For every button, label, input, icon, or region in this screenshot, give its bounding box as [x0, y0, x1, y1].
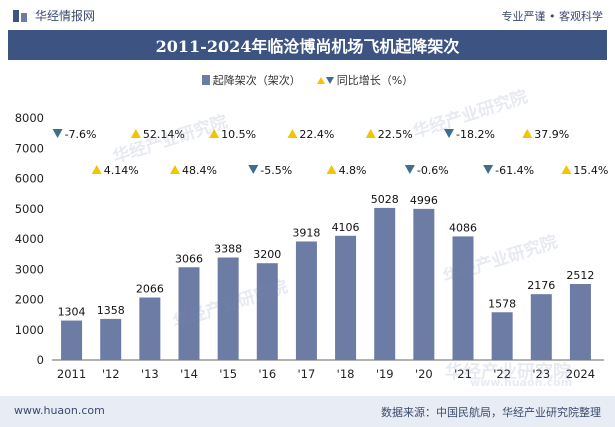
bar: [569, 284, 591, 360]
x-tick-label: '20: [415, 367, 433, 381]
legend-bar-swatch: [201, 75, 210, 85]
brand-name: 华经情报网: [35, 9, 96, 23]
bar-value-label: 2176: [527, 279, 555, 292]
bar-value-label: 3066: [175, 252, 203, 265]
footer-source: 数据来源：中国民航局，华经产业研究院整理: [381, 406, 601, 419]
y-tick-label: 3000: [15, 262, 44, 276]
chart-legend: 起降架次（架次） 同比增长（%）: [0, 72, 615, 88]
legend-growth-label: 同比增长（%）: [336, 74, 414, 87]
growth-label: -0.6%: [417, 164, 449, 177]
legend-bar-label: 起降架次（架次）: [212, 74, 301, 87]
bar-value-label: 4996: [410, 194, 438, 207]
growth-up-triangle-icon: [130, 129, 141, 138]
growth-label: 48.4%: [182, 164, 217, 177]
bar-value-label: 2066: [136, 283, 164, 296]
x-tick-label: '18: [337, 367, 355, 381]
growth-down-triangle-icon: [52, 129, 63, 138]
bar-value-label: 3388: [214, 243, 242, 256]
bar: [413, 208, 435, 360]
bar: [100, 318, 122, 360]
bar: [335, 235, 357, 360]
bar: [530, 294, 552, 360]
growth-label: -5.5%: [260, 164, 292, 177]
growth-label: -7.6%: [65, 128, 97, 141]
growth-down-triangle-icon: [404, 165, 415, 174]
growth-up-triangle-icon: [91, 165, 102, 174]
y-tick-label: 4000: [15, 232, 44, 246]
growth-label: 15.4%: [573, 164, 608, 177]
tagline: 专业严谨 • 客观科学: [501, 10, 603, 23]
growth-down-triangle-icon: [483, 165, 494, 174]
growth-label: 22.4%: [299, 128, 334, 141]
legend-down-triangle-icon: [325, 76, 334, 84]
bar-value-label: 4086: [449, 221, 477, 234]
footer-url[interactable]: www.huaon.com: [14, 404, 105, 417]
x-tick-label: '12: [102, 367, 120, 381]
bar: [491, 312, 513, 360]
bar-chart: 0 1000 2000 3000 4000 5000 6000 7000 8000 1304 201…: [15, 111, 609, 381]
growth-label: 10.5%: [221, 128, 256, 141]
top-bar: 华经情报网 专业严谨 • 客观科学: [0, 0, 615, 30]
growth-up-triangle-icon: [209, 129, 220, 138]
x-tick-label: '21: [454, 367, 472, 381]
chart-title: 2011-2024年临沧博尚机场飞机起降架次: [155, 37, 460, 56]
x-tick-label: 2011: [57, 367, 86, 381]
y-tick-label: 5000: [15, 202, 44, 216]
bar-value-label: 1358: [97, 304, 125, 317]
growth-up-triangle-icon: [522, 129, 533, 138]
bar: [374, 207, 396, 360]
growth-up-triangle-icon: [287, 129, 298, 138]
bar-value-label: 2512: [566, 269, 594, 282]
footer: www.huaon.com 数据来源：中国民航局，华经产业研究院整理: [0, 396, 615, 427]
bar: [295, 241, 317, 360]
x-tick-label: '19: [376, 367, 394, 381]
legend-item-bars: 起降架次（架次）: [201, 72, 301, 88]
legend-up-triangle-icon: [316, 76, 325, 84]
x-tick-label: '22: [493, 367, 511, 381]
bar: [452, 236, 474, 360]
growth-label: 4.8%: [339, 164, 367, 177]
growth-label: 52.14%: [143, 128, 185, 141]
growth-label: 37.9%: [534, 128, 569, 141]
x-tick-label: '15: [219, 367, 237, 381]
bar-value-label: 3918: [292, 226, 320, 239]
y-tick-label: 0: [37, 353, 44, 367]
y-tick-label: 2000: [15, 293, 44, 307]
bar: [217, 257, 239, 360]
bar: [61, 320, 83, 360]
x-tick-label: 2024: [566, 367, 595, 381]
legend-item-growth: 同比增长（%）: [316, 72, 414, 88]
x-tick-label: '23: [532, 367, 550, 381]
bar: [139, 297, 161, 360]
growth-up-triangle-icon: [326, 165, 337, 174]
bar-value-label: 4106: [332, 221, 360, 234]
y-tick-label: 8000: [15, 111, 44, 125]
growth-down-triangle-icon: [444, 129, 454, 138]
growth-label: 4.14%: [104, 164, 139, 177]
x-tick-label: '13: [141, 367, 159, 381]
bar-value-label: 5028: [371, 193, 399, 206]
growth-label: -18.2%: [456, 128, 495, 141]
chart-title-bar: 2011-2024年临沧博尚机场飞机起降架次: [8, 30, 607, 60]
y-tick-label: 6000: [15, 172, 44, 186]
bar: [256, 263, 278, 360]
growth-up-triangle-icon: [365, 129, 376, 138]
bar-value-label: 1304: [58, 306, 86, 319]
growth-label: 22.5%: [378, 128, 413, 141]
bar-value-label: 3200: [253, 248, 281, 261]
growth-label: -61.4%: [495, 164, 534, 177]
brand-logo-icon: [13, 9, 27, 22]
x-tick-label: '16: [258, 367, 276, 381]
growth-up-triangle-icon: [561, 165, 572, 174]
growth-up-triangle-icon: [170, 165, 180, 174]
brand-logo[interactable]: 华经情报网: [12, 7, 95, 24]
bar: [178, 267, 200, 360]
y-tick-label: 7000: [15, 141, 44, 155]
bar-value-label: 1578: [488, 297, 516, 310]
growth-down-triangle-icon: [248, 165, 259, 174]
x-tick-label: '14: [180, 367, 198, 381]
y-tick-label: 1000: [15, 323, 44, 337]
x-tick-label: '17: [298, 367, 316, 381]
